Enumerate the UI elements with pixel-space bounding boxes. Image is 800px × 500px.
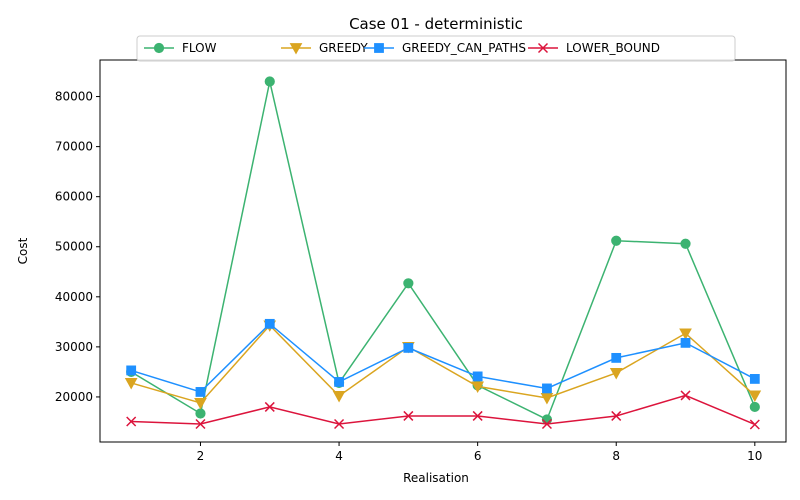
data-point-greedy — [124, 378, 138, 390]
data-point-flow — [403, 278, 414, 289]
y-tick-label: 40000 — [55, 290, 93, 304]
legend-label-greedy: GREEDY — [319, 41, 368, 55]
x-axis-label: Realisation — [403, 471, 469, 485]
series-line-flow — [130, 81, 756, 421]
data-point-greedy-can-paths — [749, 374, 760, 384]
legend-marker-flow — [153, 42, 165, 54]
y-tick-label: 50000 — [55, 240, 93, 254]
plot-area — [124, 76, 762, 430]
x-tick-label: 6 — [474, 449, 482, 463]
data-point-greedy-can-paths — [680, 337, 691, 348]
series-line-greedy — [130, 324, 756, 404]
chart-title: Case 01 - deterministic — [349, 15, 523, 33]
data-point-lower-bound — [403, 410, 414, 421]
legend-marker-lower-bound — [537, 42, 549, 54]
data-point-greedy — [471, 381, 484, 393]
legend-label-flow: FLOW — [182, 41, 217, 55]
legend-marker-greedy-can-paths — [374, 43, 384, 53]
x-tick-label: 4 — [335, 449, 343, 463]
data-point-lower-bound — [611, 410, 622, 421]
data-point-greedy — [679, 328, 692, 340]
data-point-greedy-can-paths — [403, 342, 414, 353]
data-point-flow — [680, 238, 691, 249]
y-tick-label: 60000 — [55, 190, 93, 204]
y-axis-label: Cost — [16, 237, 30, 264]
data-point-flow — [611, 235, 622, 246]
data-point-greedy — [609, 368, 623, 380]
legend-label-greedy-can-paths: GREEDY_CAN_PATHS — [402, 41, 526, 55]
series-line-lower-bound — [131, 394, 756, 426]
legend-marker-greedy — [289, 43, 303, 55]
x-tick-label: 10 — [747, 449, 762, 463]
data-point-greedy — [332, 391, 346, 403]
data-point-flow — [749, 401, 760, 413]
data-point-lower-bound — [541, 418, 552, 430]
data-point-greedy — [748, 390, 762, 402]
y-tick-label: 80000 — [55, 90, 93, 104]
data-point-greedy-can-paths — [611, 352, 622, 363]
data-point-lower-bound — [264, 401, 275, 412]
data-point-greedy — [540, 393, 554, 405]
x-tick-label: 2 — [197, 449, 205, 463]
data-point-lower-bound — [195, 418, 206, 430]
data-point-greedy-can-paths — [126, 365, 137, 376]
legend-label-lower-bound: LOWER_BOUND — [566, 41, 660, 55]
series-greedy-can-paths — [126, 318, 760, 397]
data-point-greedy — [194, 398, 207, 410]
data-point-lower-bound — [334, 418, 345, 430]
data-point-greedy-can-paths — [264, 318, 275, 329]
data-point-greedy-can-paths — [472, 371, 483, 382]
y-tick-label: 20000 — [55, 390, 93, 404]
data-point-greedy-can-paths — [542, 383, 552, 394]
data-point-greedy-can-paths — [334, 377, 344, 387]
y-tick-label: 30000 — [55, 340, 93, 354]
series-lower-bound — [126, 390, 760, 430]
x-tick-label: 8 — [612, 449, 620, 463]
data-point-flow — [264, 76, 275, 87]
data-point-lower-bound — [126, 416, 137, 427]
data-point-lower-bound — [680, 390, 691, 401]
y-tick-label: 70000 — [55, 140, 93, 154]
data-point-lower-bound — [472, 410, 483, 421]
data-point-flow — [541, 414, 553, 425]
legend: FLOW GREEDY GREEDY_CAN_PATHS LOWER_BOUND — [136, 35, 736, 62]
data-point-flow — [195, 408, 206, 419]
series-line-greedy-can-paths — [130, 322, 756, 393]
legend-frame — [136, 35, 736, 62]
data-point-lower-bound — [749, 419, 760, 430]
data-point-greedy-can-paths — [195, 387, 206, 397]
plot-frame — [99, 59, 787, 443]
axes: 2 4 6 8 10 20000 30000 40000 50000 60000 70000 8000… — [55, 90, 763, 463]
